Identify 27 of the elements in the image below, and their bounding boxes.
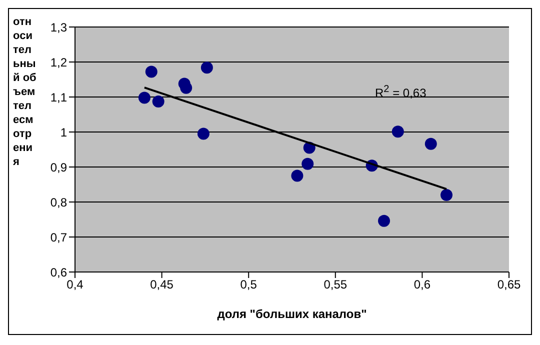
- point: [200, 62, 213, 74]
- x-tick-label: 0,55: [324, 278, 348, 292]
- x-tick-label: 0,6: [414, 278, 431, 292]
- point: [197, 128, 210, 140]
- y-tick-label: 0,6: [50, 265, 68, 280]
- text: относительный объем телесмотрения: [13, 16, 36, 168]
- point: [440, 189, 453, 201]
- point: [145, 66, 158, 78]
- point: [152, 96, 164, 108]
- y-tick-label: 1,1: [50, 90, 68, 104]
- x-tick-label: 0,4: [66, 278, 84, 292]
- point: [378, 214, 390, 227]
- point: [392, 126, 404, 138]
- y-tick-label: 1,2: [50, 55, 68, 70]
- point: [138, 92, 150, 104]
- y-tick-label: 0,9: [50, 160, 68, 174]
- y-tick-label: 0,7: [50, 230, 68, 244]
- x-tick-label: 0,45: [150, 278, 174, 292]
- point: [302, 158, 314, 170]
- y-tick-label: 1: [60, 125, 68, 140]
- point: [291, 170, 304, 182]
- x-tick-label: 0,5: [240, 278, 258, 292]
- y-tick-label: 1,3: [50, 20, 68, 34]
- x-tick-label: 0,65: [497, 278, 521, 292]
- y-tick-label: 0,8: [50, 195, 68, 210]
- point: [424, 138, 437, 150]
- x-axis-title: доля "больших каналов": [217, 307, 367, 321]
